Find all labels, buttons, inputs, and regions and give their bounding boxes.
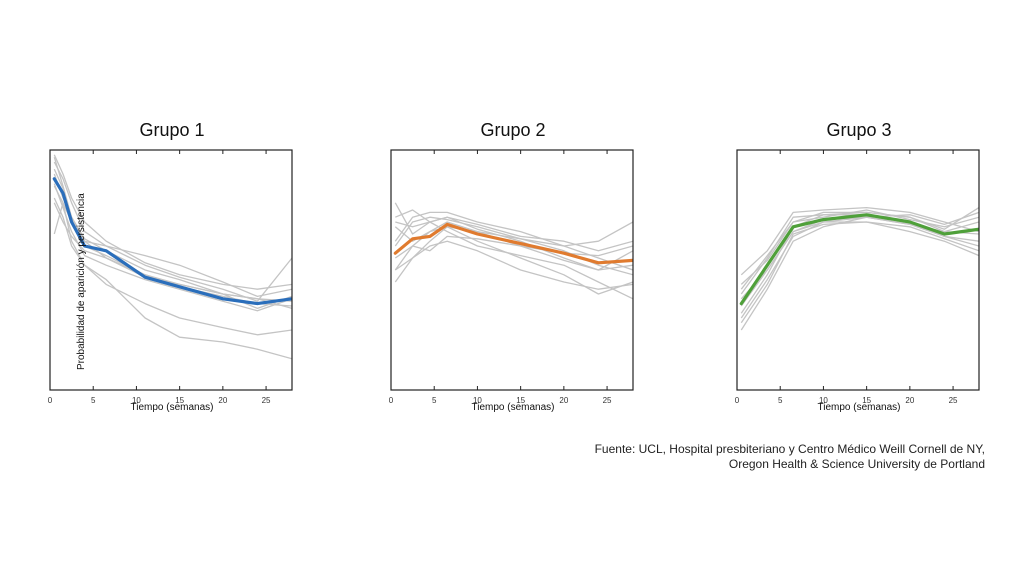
x-tick-label: 10 [819, 396, 828, 405]
x-tick-label: 5 [91, 396, 96, 405]
background-series-line-9 [53, 161, 292, 302]
x-tick-label: 5 [778, 396, 783, 405]
x-tick-label: 15 [516, 396, 525, 405]
background-series-line-1 [394, 202, 633, 271]
x-tick-label: 25 [603, 396, 612, 405]
series-group [739, 206, 979, 331]
mean-series-line [52, 177, 292, 306]
chart-panel-grupo-2: 0 5 10 15 20 25 Grupo 2 Tiempo (semanas) [383, 110, 643, 420]
x-axis-label: Tiempo (semanas) [130, 402, 214, 413]
source-line-2: Oregon Health & Science University de Po… [728, 457, 985, 471]
background-series-line-4 [740, 211, 979, 331]
series-group [393, 202, 633, 300]
chart-title: Grupo 2 [480, 120, 546, 140]
chart-panel-grupo-1: 0 5 10 15 20 25 Grupo 1 Probabilidad de apari… [42, 110, 302, 420]
plot-frame [736, 149, 980, 391]
x-tick-label: 25 [949, 396, 958, 405]
x-tick-label: 20 [218, 396, 227, 405]
background-series-line-6 [394, 235, 633, 259]
chart-plot-area: 0 5 10 15 20 25 [735, 149, 980, 405]
x-tick-label: 15 [862, 396, 871, 405]
chart-plot-area: 0 5 10 15 20 25 [48, 149, 293, 405]
background-series-line-10 [740, 221, 979, 324]
source-credit: Fuente: UCL, Hospital presbiteriano y Ce… [595, 442, 985, 472]
x-tick-label: 0 [48, 396, 53, 405]
mean-series-line [739, 213, 979, 306]
background-series-line-2 [53, 197, 292, 336]
x-tick-label: 0 [389, 396, 394, 405]
x-tick-label: 10 [473, 396, 482, 405]
x-axis-label: Tiempo (semanas) [471, 402, 555, 413]
mean-series-line [393, 222, 633, 265]
chart-panel-grupo-3: 0 5 10 15 20 25 Grupo 3 Tiempo (semanas) [729, 110, 989, 420]
background-series-line-8 [53, 183, 292, 312]
background-series-line-7 [740, 214, 979, 314]
x-tick-label: 15 [175, 396, 184, 405]
source-line-1: Fuente: UCL, Hospital presbiteriano y Ce… [594, 442, 985, 456]
x-tick-label: 5 [432, 396, 437, 405]
plot-frame [49, 149, 293, 391]
x-axis-label: Tiempo (semanas) [817, 402, 901, 413]
x-tick-label: 0 [735, 396, 740, 405]
background-series-line-8 [740, 207, 979, 285]
background-series-line-6 [740, 209, 979, 290]
x-tick-label: 25 [262, 396, 271, 405]
x-tick-label: 20 [905, 396, 914, 405]
y-axis-label: Probabilidad de aparición y persistencia [76, 193, 87, 370]
background-series-line-10 [53, 202, 292, 310]
chart-title: Grupo 1 [139, 120, 205, 140]
chart-title: Grupo 3 [826, 120, 892, 140]
chart-plot-area: 0 5 10 15 20 25 [389, 149, 634, 405]
background-series-line-10 [395, 209, 633, 252]
background-series-line-3 [53, 154, 292, 290]
series-group [52, 154, 292, 360]
background-series-line-2 [394, 226, 633, 295]
background-series-line-3 [740, 206, 979, 276]
background-series-line-9 [394, 240, 633, 290]
plot-frame [390, 149, 634, 391]
x-tick-label: 20 [559, 396, 568, 405]
background-series-line-4 [53, 185, 292, 360]
background-series-line-3 [394, 211, 633, 271]
background-series-line-5 [395, 221, 633, 300]
x-tick-label: 10 [132, 396, 141, 405]
